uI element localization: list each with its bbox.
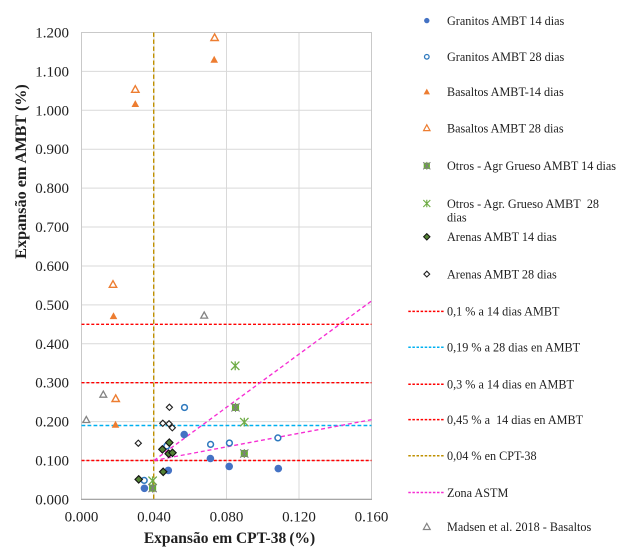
svg-text:0.200: 0.200: [35, 415, 69, 431]
svg-text:Expansão em AMBT (%): Expansão em AMBT (%): [12, 84, 30, 259]
svg-text:0.000: 0.000: [35, 492, 69, 508]
svg-text:Granitos AMBT 28 dias: Granitos AMBT 28 dias: [447, 50, 565, 64]
svg-text:Basaltos AMBT 28 dias: Basaltos AMBT 28 dias: [447, 121, 564, 135]
svg-text:Expansão em CPT-38 (%): Expansão em CPT-38 (%): [144, 530, 315, 547]
svg-text:0,1 % a 14 dias AMBT: 0,1 % a 14 dias AMBT: [447, 305, 560, 319]
svg-text:0.120: 0.120: [282, 510, 316, 526]
svg-text:Granitos AMBT 14 dias: Granitos AMBT 14 dias: [447, 14, 565, 28]
svg-text:0.000: 0.000: [65, 510, 99, 526]
svg-text:0,04 % en CPT-38: 0,04 % en CPT-38: [447, 449, 537, 463]
svg-text:Arenas AMBT 14 dias: Arenas AMBT 14 dias: [447, 230, 557, 244]
svg-text:1.100: 1.100: [35, 64, 69, 80]
svg-text:dias: dias: [447, 210, 467, 224]
svg-text:0.900: 0.900: [35, 142, 69, 158]
svg-text:1.000: 1.000: [35, 103, 69, 119]
svg-text:0,3 % a 14 dias en AMBT: 0,3 % a 14 dias en AMBT: [447, 378, 574, 392]
svg-text:0.080: 0.080: [210, 510, 244, 526]
svg-text:1.200: 1.200: [35, 26, 69, 42]
svg-text:0.600: 0.600: [35, 259, 69, 275]
svg-text:Madsen et al. 2018 - Basaltos: Madsen et al. 2018 - Basaltos: [447, 520, 591, 534]
svg-text:Otros - Agr. Grueso AMBT 28: Otros - Agr. Grueso AMBT 28: [447, 197, 599, 211]
svg-text:0.040: 0.040: [137, 510, 171, 526]
svg-text:0,19 % a 28 dias en AMBT: 0,19 % a 28 dias en AMBT: [447, 341, 581, 355]
svg-text:0,45 % a 14 dias en AMBT: 0,45 % a 14 dias en AMBT: [447, 413, 584, 427]
svg-text:0.100: 0.100: [35, 454, 69, 470]
svg-text:0.800: 0.800: [35, 181, 69, 197]
svg-text:0.160: 0.160: [355, 510, 389, 526]
svg-text:0.300: 0.300: [35, 376, 69, 392]
svg-text:Arenas AMBT 28 dias: Arenas AMBT 28 dias: [447, 267, 557, 281]
svg-text:Basaltos AMBT-14 dias: Basaltos AMBT-14 dias: [447, 85, 564, 99]
svg-text:0.500: 0.500: [35, 298, 69, 314]
svg-text:0.400: 0.400: [35, 337, 69, 353]
svg-text:Otros - Agr Grueso AMBT 14 dia: Otros - Agr Grueso AMBT 14 dias: [447, 159, 616, 173]
svg-text:0.700: 0.700: [35, 220, 69, 236]
svg-text:Zona ASTM: Zona ASTM: [447, 486, 508, 500]
